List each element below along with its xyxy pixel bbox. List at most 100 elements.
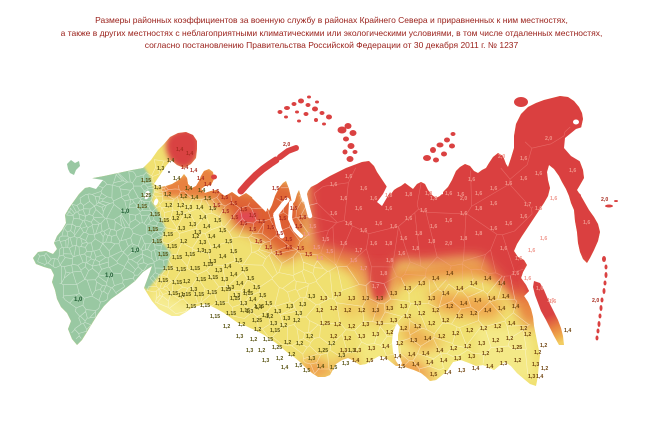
svg-text:1,15: 1,15	[150, 212, 160, 218]
svg-text:1,7: 1,7	[360, 266, 367, 272]
svg-text:1,2: 1,2	[524, 332, 531, 338]
svg-text:1,3: 1,3	[320, 296, 327, 302]
svg-text:1,3: 1,3	[189, 222, 196, 228]
svg-text:1,2: 1,2	[177, 203, 184, 209]
svg-text:1,3: 1,3	[428, 296, 435, 302]
svg-text:1,15: 1,15	[263, 337, 273, 343]
svg-text:1,2: 1,2	[180, 239, 187, 245]
svg-text:1,3: 1,3	[190, 287, 197, 293]
svg-text:1,6: 1,6	[490, 201, 497, 207]
svg-text:1,6: 1,6	[583, 220, 590, 226]
svg-text:1,3: 1,3	[478, 341, 485, 347]
svg-text:1,5: 1,5	[280, 196, 287, 202]
svg-text:1,2: 1,2	[344, 308, 351, 314]
svg-text:1,6: 1,6	[505, 221, 512, 227]
svg-text:1,15: 1,15	[254, 304, 264, 310]
svg-text:1,3: 1,3	[157, 166, 164, 172]
svg-text:1,6: 1,6	[505, 181, 512, 187]
svg-text:1,15: 1,15	[194, 292, 204, 298]
svg-text:1,2: 1,2	[164, 192, 171, 198]
svg-text:1,0: 1,0	[121, 209, 130, 215]
svg-text:1,3: 1,3	[500, 361, 507, 367]
svg-text:1,6: 1,6	[520, 214, 527, 220]
svg-text:1,15: 1,15	[215, 301, 225, 307]
svg-text:1,5: 1,5	[305, 252, 312, 258]
svg-text:1,5: 1,5	[230, 201, 237, 207]
svg-text:1,4: 1,4	[436, 348, 443, 354]
svg-text:1,3: 1,3	[299, 302, 306, 308]
svg-text:1,25: 1,25	[252, 318, 262, 324]
svg-text:1,3: 1,3	[194, 230, 201, 236]
svg-text:1,7: 1,7	[355, 248, 362, 254]
svg-text:1,7: 1,7	[178, 293, 185, 299]
svg-text:1,5: 1,5	[241, 267, 248, 273]
svg-text:1,5: 1,5	[253, 285, 260, 291]
svg-text:1,3: 1,3	[215, 268, 222, 274]
svg-text:1,5: 1,5	[350, 258, 357, 264]
svg-text:1,3: 1,3	[390, 291, 397, 297]
svg-text:1,3: 1,3	[496, 348, 503, 354]
svg-text:1,6: 1,6	[500, 246, 507, 252]
svg-text:2,0: 2,0	[445, 241, 452, 247]
svg-text:1,2: 1,2	[223, 324, 230, 330]
svg-text:1,3: 1,3	[178, 226, 185, 232]
svg-text:1,2: 1,2	[404, 314, 411, 320]
svg-text:1,5: 1,5	[209, 206, 216, 212]
svg-text:1,3: 1,3	[221, 277, 228, 283]
svg-text:1,4: 1,4	[382, 344, 389, 350]
svg-text:1,3: 1,3	[376, 321, 383, 327]
svg-text:1,2: 1,2	[288, 352, 295, 358]
svg-text:1,2: 1,2	[438, 334, 445, 340]
svg-text:1,3: 1,3	[386, 306, 393, 312]
svg-text:1,5: 1,5	[212, 189, 219, 195]
svg-text:1,7: 1,7	[524, 202, 531, 208]
svg-text:1,3: 1,3	[240, 301, 247, 307]
svg-text:1,6: 1,6	[360, 228, 367, 234]
svg-text:1,15: 1,15	[158, 278, 168, 284]
svg-text:1,5: 1,5	[249, 213, 256, 219]
svg-text:1,2: 1,2	[258, 348, 265, 354]
svg-text:1,2: 1,2	[452, 331, 459, 337]
svg-text:1,6: 1,6	[370, 196, 377, 202]
svg-text:1,8: 1,8	[386, 258, 393, 264]
svg-text:1,15: 1,15	[210, 314, 220, 320]
svg-text:1,3: 1,3	[414, 301, 421, 307]
svg-text:1,5: 1,5	[316, 256, 323, 262]
svg-text:1,15: 1,15	[163, 266, 173, 272]
svg-text:1,3: 1,3	[262, 358, 269, 364]
svg-text:1,4: 1,4	[219, 254, 226, 260]
svg-text:1,15: 1,15	[196, 277, 206, 283]
svg-text:1,3: 1,3	[227, 285, 234, 291]
svg-text:1,4: 1,4	[186, 151, 193, 157]
svg-text:1,15: 1,15	[200, 303, 210, 309]
svg-text:1,4: 1,4	[502, 294, 509, 300]
svg-text:1,25: 1,25	[512, 345, 522, 351]
svg-text:1,3: 1,3	[274, 309, 281, 315]
svg-text:1,6: 1,6	[536, 286, 543, 292]
svg-text:1,6: 1,6	[405, 216, 412, 222]
svg-text:1,3: 1,3	[348, 296, 355, 302]
svg-text:1,5: 1,5	[275, 251, 282, 257]
svg-text:1,3: 1,3	[532, 362, 539, 368]
svg-text:1,3: 1,3	[372, 332, 379, 338]
svg-text:1,4: 1,4	[191, 195, 198, 201]
svg-text:1,0: 1,0	[131, 248, 140, 254]
svg-text:1,3: 1,3	[199, 240, 206, 246]
svg-text:1,2: 1,2	[184, 214, 191, 220]
svg-text:1,2: 1,2	[296, 341, 303, 347]
svg-text:1,15: 1,15	[158, 252, 168, 258]
svg-text:1,4: 1,4	[281, 365, 288, 371]
svg-text:1,6: 1,6	[520, 176, 527, 182]
svg-text:1,4: 1,4	[176, 147, 183, 153]
svg-text:1,0: 1,0	[105, 273, 114, 279]
svg-text:1,3: 1,3	[295, 311, 302, 317]
svg-text:1,6: 1,6	[345, 174, 352, 180]
svg-text:1,3: 1,3	[362, 296, 369, 302]
svg-text:1,5: 1,5	[204, 196, 211, 202]
svg-text:1,3: 1,3	[308, 356, 315, 362]
svg-text:1,5: 1,5	[222, 209, 229, 215]
svg-text:1,15: 1,15	[172, 280, 182, 286]
svg-text:1,2: 1,2	[396, 341, 403, 347]
svg-text:1,4: 1,4	[185, 186, 192, 192]
svg-text:1,5: 1,5	[295, 363, 302, 369]
